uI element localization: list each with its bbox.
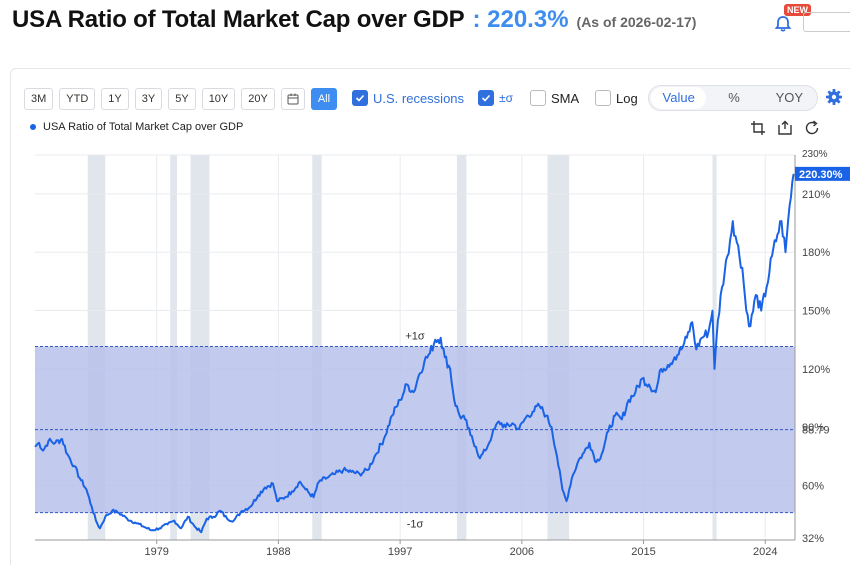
y-tick-label: 210% [802,189,830,201]
sma-label: SMA [551,90,580,106]
mode-yoy-tab[interactable]: YOY [775,90,804,105]
zoom-in-icon[interactable] [750,120,766,136]
chart-tools [750,120,831,136]
log-label: Log [616,90,638,106]
last-value-label: 220.30% [799,169,843,181]
reset-icon[interactable] [804,120,820,136]
y-tick-label: 180% [802,247,830,259]
legend-series-label: USA Ratio of Total Market Cap over GDP [43,121,244,133]
log-toggle[interactable]: Log [595,89,638,107]
x-tick-label: 1988 [266,546,290,558]
page-title: USA Ratio of Total Market Cap over GDP [12,6,465,33]
x-tick-label: 2015 [631,546,655,558]
y-tick-label: 120% [802,364,830,376]
range-3m-button[interactable]: 3M [24,88,54,110]
range-5y-button[interactable]: 5Y [168,88,196,110]
y-bottom-label: 32% [802,533,824,545]
range-toolbar: 3M YTD 1Y 3Y 5Y 10Y 20Y All [24,87,343,111]
x-tick-label: 2024 [753,546,777,558]
plus-sigma-label: +1σ [405,331,425,343]
recessions-checkbox[interactable] [352,90,368,106]
sigma-toggle[interactable]: ±σ [478,89,513,107]
y-tick-label: 60% [802,481,824,493]
mode-percent-tab[interactable]: % [728,90,740,105]
minus-sigma-label: -1σ [407,519,424,531]
chart-legend[interactable]: USA Ratio of Total Market Cap over GDP [30,121,243,133]
as-of-date: (As of 2026-02-17) [576,14,697,30]
current-value: : 220.3% [472,6,569,33]
y-tick-label: 150% [802,306,830,318]
page-header: USA Ratio of Total Market Cap over GDP :… [12,6,696,36]
mean-value-label: 88.79 [802,425,830,437]
recessions-label: U.S. recessions [373,90,465,106]
y-tick-label: 90% [802,422,824,434]
x-tick-labels: 1979 1988 1997 2006 2015 2024 [144,540,777,558]
log-checkbox[interactable] [595,90,611,106]
last-value-tag [795,166,850,181]
header-input-box[interactable] [803,12,850,32]
y-tick-labels: 60% 90% 120% 150% 180% 210% [802,189,830,493]
calendar-icon[interactable] [280,88,305,110]
legend-marker [30,124,36,130]
x-tick-label: 2006 [510,546,534,558]
range-ytd-button[interactable]: YTD [59,88,96,110]
range-20y-button[interactable]: 20Y [241,88,275,110]
recessions-toggle[interactable]: U.S. recessions [352,89,464,107]
y-top-label: 230% [802,149,828,160]
sma-toggle[interactable]: SMA [530,89,579,107]
bell-icon[interactable] [773,14,793,34]
mode-selector: Value % YOY [648,85,818,111]
sigma-label: ±σ [499,91,513,105]
range-10y-button[interactable]: 10Y [201,88,236,110]
gear-icon[interactable] [825,88,843,106]
range-1y-button[interactable]: 1Y [101,88,129,110]
x-tick-label: 1997 [388,546,412,558]
zoom-out-icon[interactable] [777,120,793,136]
series-line [34,173,795,534]
sma-checkbox[interactable] [530,90,546,106]
sigma-checkbox[interactable] [478,90,494,106]
range-3y-button[interactable]: 3Y [134,88,163,110]
range-all-button[interactable]: All [310,88,338,110]
x-tick-label: 1979 [144,546,168,558]
mode-value-tab[interactable]: Value [651,87,707,109]
